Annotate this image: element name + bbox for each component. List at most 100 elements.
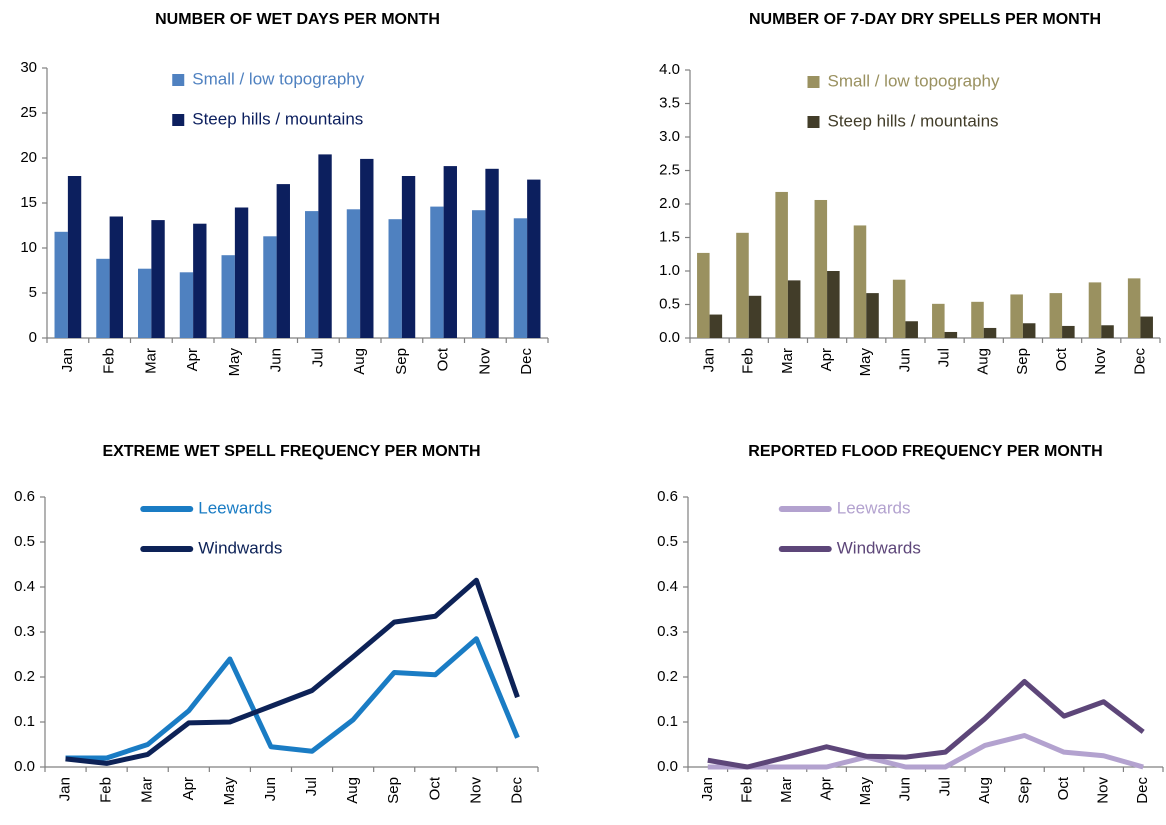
bar: [971, 301, 984, 338]
x-tick-label: Jun: [897, 777, 914, 801]
x-tick-label: Jan: [701, 348, 718, 372]
chart-title: NUMBER OF 7-DAY DRY SPELLS PER MONTH: [749, 11, 1101, 28]
x-tick-label: Mar: [142, 348, 159, 374]
y-tick-label: 15: [20, 194, 37, 211]
line: [707, 679, 1145, 770]
line: [65, 636, 520, 761]
y-tick-label: 1.0: [659, 262, 680, 279]
x-tick-label: Nov: [1092, 348, 1109, 375]
bar: [276, 184, 290, 338]
x-tick-label: May: [857, 777, 874, 806]
x-tick-label: Feb: [738, 777, 755, 803]
y-tick-label: 0.0: [14, 758, 35, 775]
bar: [709, 314, 723, 338]
chart-title: EXTREME WET SPELL FREQUENCY PER MONTH: [102, 443, 480, 460]
legend-swatch: [807, 76, 820, 88]
x-tick-label: Apr: [818, 777, 835, 800]
x-tick-label: Aug: [975, 348, 992, 375]
x-tick-label: Apr: [818, 348, 835, 371]
bar: [138, 268, 152, 338]
x-tick-label: May: [226, 348, 243, 377]
legend-label: Leewards: [837, 498, 911, 517]
bar: [748, 295, 762, 338]
y-tick-label: 3.5: [659, 94, 680, 111]
x-tick-label: Jul: [303, 777, 320, 796]
x-tick-label: Jan: [57, 777, 74, 801]
bar: [736, 232, 749, 338]
bar: [905, 321, 918, 338]
bar: [67, 176, 82, 338]
bar: [1101, 325, 1114, 338]
legend-label: Steep hills / mountains: [192, 109, 363, 128]
x-tick-label: Jun: [262, 777, 279, 801]
bar: [401, 176, 416, 338]
bar: [54, 231, 68, 338]
bar: [109, 216, 123, 338]
bar: [1049, 293, 1063, 338]
legend-swatch: [807, 116, 820, 128]
x-tick-label: Mar: [778, 777, 795, 803]
x-tick-label: Jul: [309, 348, 326, 367]
x-tick-label: Feb: [740, 348, 757, 374]
chart-title: REPORTED FLOOD FREQUENCY PER MONTH: [748, 443, 1102, 460]
x-tick-label: Mar: [779, 348, 796, 374]
x-tick-label: Nov: [1095, 777, 1112, 804]
y-tick-label: 0.2: [657, 668, 678, 685]
line: [707, 733, 1144, 770]
bar: [853, 225, 867, 338]
bar: [346, 209, 361, 338]
x-tick-label: Apr: [180, 777, 197, 800]
x-tick-label: Jun: [896, 348, 913, 372]
y-tick-label: 30: [20, 59, 37, 76]
bar: [221, 255, 235, 338]
legend-label: Steep hills / mountains: [828, 111, 999, 130]
y-tick-label: 0.3: [14, 623, 35, 640]
bar: [1140, 316, 1153, 338]
bar: [787, 280, 801, 338]
bar: [263, 236, 277, 338]
bar: [234, 207, 249, 338]
x-tick-label: Feb: [101, 348, 118, 374]
bar: [485, 168, 499, 338]
bar: [96, 258, 110, 338]
x-tick-label: Nov: [467, 777, 484, 804]
y-tick-label: 0.6: [14, 488, 35, 505]
x-tick-label: Mar: [139, 777, 156, 803]
x-tick-label: May: [221, 777, 238, 806]
y-tick-label: 0.5: [657, 533, 678, 550]
line: [65, 577, 520, 766]
bar: [305, 211, 319, 338]
y-tick-label: 4.0: [659, 61, 680, 78]
legend-label: Leewards: [198, 498, 272, 517]
bar: [866, 293, 879, 338]
y-tick-label: 3.0: [659, 128, 680, 145]
x-tick-label: Oct: [435, 347, 452, 371]
y-tick-label: 0.4: [14, 578, 35, 595]
bar: [814, 199, 828, 338]
y-tick-label: 0.2: [14, 668, 35, 685]
x-tick-label: Dec: [508, 777, 525, 804]
x-tick-label: Aug: [344, 777, 361, 804]
bar: [193, 223, 207, 338]
x-tick-label: Sep: [1014, 348, 1031, 375]
y-tick-label: 25: [20, 104, 37, 121]
x-tick-label: Jan: [699, 777, 716, 801]
legend-swatch: [172, 74, 185, 86]
legend-label: Small / low topography: [192, 69, 364, 88]
legend-label: Windwards: [198, 538, 282, 557]
bar: [527, 179, 541, 338]
y-tick-label: 0.6: [657, 488, 678, 505]
bar: [983, 327, 997, 338]
bar: [697, 252, 710, 338]
y-tick-label: 0.5: [14, 533, 35, 550]
bar: [513, 218, 528, 338]
bar: [1127, 278, 1141, 338]
y-tick-label: 20: [20, 149, 37, 166]
bar: [318, 154, 332, 338]
y-tick-label: 0.1: [657, 713, 678, 730]
x-tick-label: Dec: [1131, 348, 1148, 375]
y-tick-label: 1.5: [659, 228, 680, 245]
bar: [179, 272, 194, 338]
bar: [944, 331, 958, 338]
